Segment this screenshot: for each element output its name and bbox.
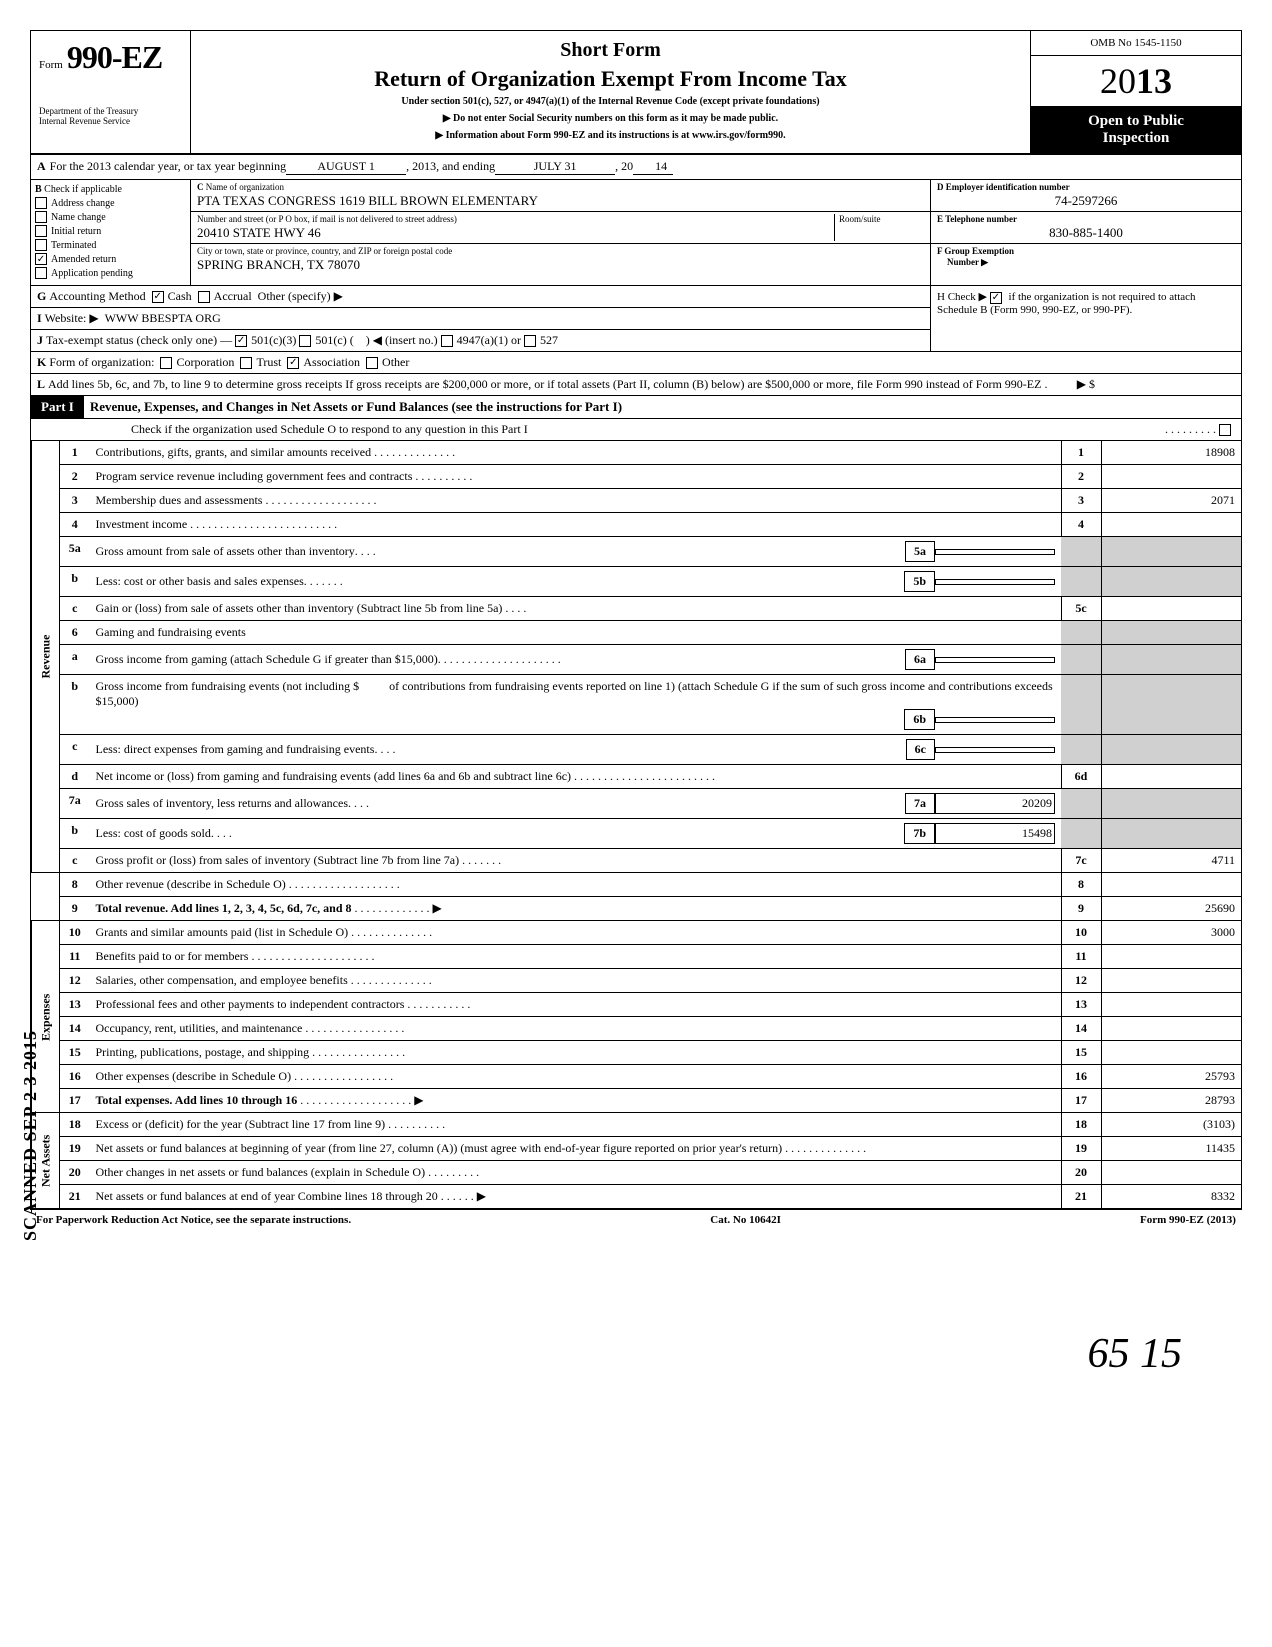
instruction1: ▶ Do not enter Social Security numbers o… bbox=[199, 113, 1022, 124]
row-g: G Accounting Method ✓ Cash Accrual Other… bbox=[31, 286, 930, 308]
chk-address-change[interactable] bbox=[35, 197, 47, 209]
right-header: OMB No 1545-1150 2013 Open to Public Ins… bbox=[1031, 31, 1241, 153]
chk-app-pending[interactable] bbox=[35, 267, 47, 279]
line-1-desc: Contributions, gifts, grants, and simila… bbox=[90, 441, 1062, 465]
chk-501c3[interactable]: ✓ bbox=[235, 335, 247, 347]
telephone: 830-885-1400 bbox=[937, 225, 1235, 241]
inspection-box: Open to Public Inspection bbox=[1031, 107, 1241, 153]
page-footer: For Paperwork Reduction Act Notice, see … bbox=[30, 1210, 1242, 1230]
tax-year-begin: AUGUST 1 bbox=[286, 159, 406, 175]
chk-corp[interactable] bbox=[160, 357, 172, 369]
org-address: 20410 STATE HWY 46 bbox=[197, 225, 321, 240]
main-title: Return of Organization Exempt From Incom… bbox=[199, 66, 1022, 92]
chk-assoc[interactable]: ✓ bbox=[287, 357, 299, 369]
tax-year-end: JULY 31 bbox=[495, 159, 615, 175]
website: WWW BBESPTA ORG bbox=[105, 311, 221, 326]
chk-initial-return[interactable] bbox=[35, 225, 47, 237]
line-19-amt: 11435 bbox=[1101, 1137, 1241, 1161]
line-10-amt: 3000 bbox=[1101, 921, 1241, 945]
org-name: PTA TEXAS CONGRESS 1619 BILL BROWN ELEME… bbox=[197, 193, 538, 208]
handwritten-note: 65 15 bbox=[30, 1330, 1242, 1378]
short-form-title: Short Form bbox=[199, 39, 1022, 62]
form-prefix: Form bbox=[39, 59, 63, 71]
row-j: J Tax-exempt status (check only one) — ✓… bbox=[31, 330, 930, 351]
chk-accrual[interactable] bbox=[198, 291, 210, 303]
line-7c-amt: 4711 bbox=[1101, 849, 1241, 873]
section-h: H Check ▶ ✓ if the organization is not r… bbox=[931, 286, 1241, 351]
line-1-amt: 18908 bbox=[1101, 441, 1241, 465]
omb-number: OMB No 1545-1150 bbox=[1031, 31, 1241, 56]
part1-header: Part I Revenue, Expenses, and Changes in… bbox=[31, 396, 1241, 419]
org-city: SPRING BRANCH, TX 78070 bbox=[197, 257, 360, 272]
form-number: 990-EZ bbox=[67, 39, 162, 75]
chk-cash[interactable]: ✓ bbox=[152, 291, 164, 303]
chk-name-change[interactable] bbox=[35, 211, 47, 223]
chk-527[interactable] bbox=[524, 335, 536, 347]
line-21-amt: 8332 bbox=[1101, 1185, 1241, 1209]
section-c: C Name of organization PTA TEXAS CONGRES… bbox=[191, 180, 931, 285]
dept-text: Department of the Treasury bbox=[39, 106, 182, 116]
ein: 74-2597266 bbox=[937, 193, 1235, 209]
tax-year-end-yr: 14 bbox=[633, 159, 673, 175]
row-a: A For the 2013 calendar year, or tax yea… bbox=[31, 155, 1241, 180]
tax-year: 2013 bbox=[1031, 56, 1241, 107]
line-9-amt: 25690 bbox=[1101, 897, 1241, 921]
subtitle: Under section 501(c), 527, or 4947(a)(1)… bbox=[199, 96, 1022, 107]
form-code-box: Form 990-EZ Department of the Treasury I… bbox=[31, 31, 191, 153]
revenue-label: Revenue bbox=[32, 441, 60, 873]
part1-check: Check if the organization used Schedule … bbox=[31, 419, 1241, 441]
line-7b-amt: 15498 bbox=[935, 823, 1055, 844]
chk-amended[interactable]: ✓ bbox=[35, 253, 47, 265]
instruction2: ▶ Information about Form 990-EZ and its … bbox=[199, 130, 1022, 141]
chk-4947[interactable] bbox=[441, 335, 453, 347]
line-3-amt: 2071 bbox=[1101, 489, 1241, 513]
line-18-amt: (3103) bbox=[1101, 1113, 1241, 1137]
scanned-stamp: SCANNED SEP 2 3 2015 bbox=[20, 1030, 41, 1241]
line-17-amt: 28793 bbox=[1101, 1089, 1241, 1113]
title-box: Short Form Return of Organization Exempt… bbox=[191, 31, 1031, 153]
section-def: D Employer identification number 74-2597… bbox=[931, 180, 1241, 285]
irs-text: Internal Revenue Service bbox=[39, 116, 182, 126]
chk-501c[interactable] bbox=[299, 335, 311, 347]
line-16-amt: 25793 bbox=[1101, 1065, 1241, 1089]
row-i: I Website: ▶ WWW BBESPTA ORG bbox=[31, 308, 930, 330]
row-k: K Form of organization: Corporation Trus… bbox=[31, 352, 1241, 374]
chk-terminated[interactable] bbox=[35, 239, 47, 251]
line-7a-amt: 20209 bbox=[935, 793, 1055, 814]
chk-sched-o[interactable] bbox=[1219, 424, 1231, 436]
row-l: L Add lines 5b, 6c, and 7b, to line 9 to… bbox=[31, 374, 1241, 396]
chk-trust[interactable] bbox=[240, 357, 252, 369]
chk-other-org[interactable] bbox=[366, 357, 378, 369]
section-b: B Check if applicable Address change Nam… bbox=[31, 180, 191, 285]
main-table: Revenue 1 Contributions, gifts, grants, … bbox=[31, 441, 1241, 1209]
chk-sched-b[interactable]: ✓ bbox=[990, 292, 1002, 304]
